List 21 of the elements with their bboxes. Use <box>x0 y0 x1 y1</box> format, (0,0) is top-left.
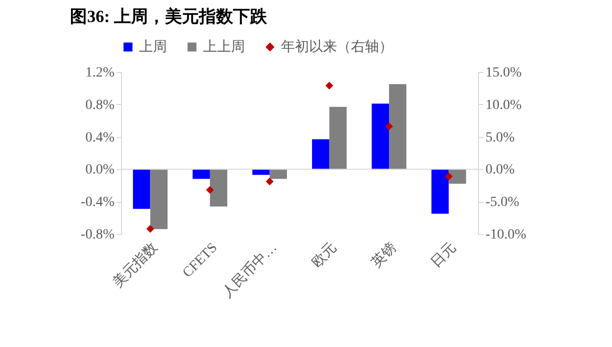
y-tick-label: -0.4% <box>80 195 115 210</box>
x-tick-label: 欧元 <box>310 240 340 271</box>
legend-label: 年初以来（右轴） <box>281 39 393 55</box>
y2-tick-label: 5.0% <box>486 130 515 146</box>
legend-label: 上上周 <box>203 39 245 55</box>
y2-tick-label: 10.0% <box>486 98 522 113</box>
y-tick-label: 0.4% <box>85 130 115 146</box>
y-tick-label: 0.8% <box>85 98 115 113</box>
y2-tick-label: 15.0% <box>486 66 522 80</box>
y-tick-label: 0.0% <box>85 162 115 178</box>
y-tick-label: -0.8% <box>80 228 115 242</box>
x-tick-label: 人民币中… <box>219 240 280 301</box>
chart-title: 图36: 上周，美元指数下跌 <box>70 7 268 26</box>
y2-tick-label: -10.0% <box>486 228 527 242</box>
y2-tick-label: 0.0% <box>486 162 515 178</box>
x-tick-label: 美元指数 <box>110 240 161 291</box>
legend-label: 上周 <box>139 39 167 55</box>
y-tick-label: 1.2% <box>85 66 115 80</box>
x-tick-label: 英镑 <box>368 240 400 271</box>
x-tick-label: 日元 <box>428 240 460 271</box>
y2-tick-label: -5.0% <box>486 195 520 210</box>
